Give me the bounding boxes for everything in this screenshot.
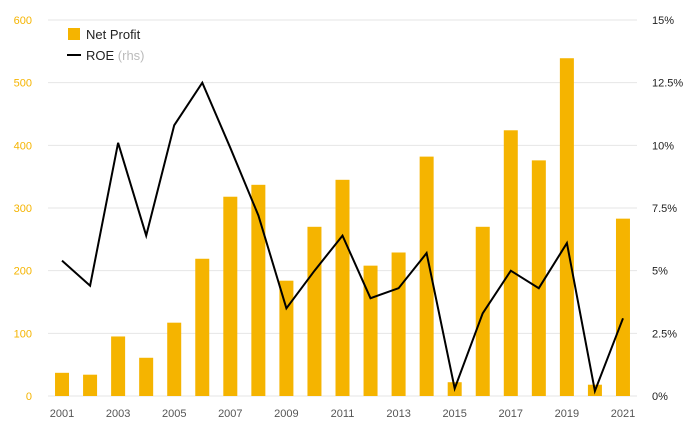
- right-tick-label: 12.5%: [652, 78, 683, 90]
- roe-line: [61, 80, 624, 395]
- bar-2010: [307, 226, 322, 396]
- x-tick-label: 2019: [555, 408, 579, 420]
- right-axis: 0% 2.5% 5% 7.5% 10% 12.5% 15%: [652, 15, 683, 403]
- legend-label-net-profit: Net Profit: [86, 27, 141, 42]
- bar-2013: [391, 252, 406, 396]
- bar-2018: [531, 160, 546, 396]
- bar-2005: [167, 322, 182, 396]
- x-tick-label: 2009: [274, 408, 298, 420]
- bar-2009: [279, 280, 294, 396]
- roe-line-series: [61, 80, 624, 395]
- x-tick-label: 2021: [611, 408, 635, 420]
- left-tick-label: 600: [14, 15, 32, 27]
- x-axis: 2001 2003 2005 2007 2009 2011 2013 2015 2017 2019…: [50, 408, 635, 420]
- right-tick-label: 0%: [652, 391, 668, 403]
- bar-2011: [335, 179, 350, 396]
- x-tick-label: 2001: [50, 408, 74, 420]
- bar-2004: [139, 357, 154, 396]
- x-tick-label: 2015: [442, 408, 466, 420]
- bar-2006: [195, 258, 210, 396]
- x-tick-label: 2007: [218, 408, 242, 420]
- left-axis: 0 100 200 300 400 500 600: [14, 15, 32, 403]
- bar-2017: [503, 130, 518, 396]
- net-profit-bars: [55, 58, 630, 397]
- right-tick-label: 10%: [652, 140, 674, 152]
- left-tick-label: 300: [14, 203, 32, 215]
- left-tick-label: 500: [14, 78, 32, 90]
- bar-2008: [251, 184, 266, 396]
- bar-2014: [419, 156, 434, 396]
- x-tick-label: 2005: [162, 408, 186, 420]
- bar-2001: [55, 372, 70, 396]
- bar-2002: [83, 374, 98, 396]
- left-tick-label: 200: [14, 266, 32, 278]
- x-tick-label: 2017: [499, 408, 523, 420]
- legend-label-roe: ROE (rhs): [86, 48, 145, 63]
- left-tick-label: 400: [14, 140, 32, 152]
- bar-2019: [559, 58, 574, 397]
- x-tick-label: 2013: [386, 408, 410, 420]
- bar-2007: [223, 196, 238, 396]
- legend-swatch-net-profit: [68, 28, 80, 40]
- left-tick-label: 0: [26, 391, 32, 403]
- right-tick-label: 15%: [652, 15, 674, 27]
- left-tick-label: 100: [14, 328, 32, 340]
- bar-2016: [475, 226, 490, 396]
- right-tick-label: 7.5%: [652, 203, 677, 215]
- x-tick-label: 2003: [106, 408, 130, 420]
- bar-2021: [615, 218, 630, 396]
- bar-2012: [363, 265, 378, 396]
- legend: Net Profit ROE (rhs): [67, 27, 145, 63]
- bar-2003: [111, 336, 126, 396]
- x-tick-label: 2011: [331, 408, 355, 420]
- right-tick-label: 2.5%: [652, 328, 677, 340]
- right-tick-label: 5%: [652, 266, 668, 278]
